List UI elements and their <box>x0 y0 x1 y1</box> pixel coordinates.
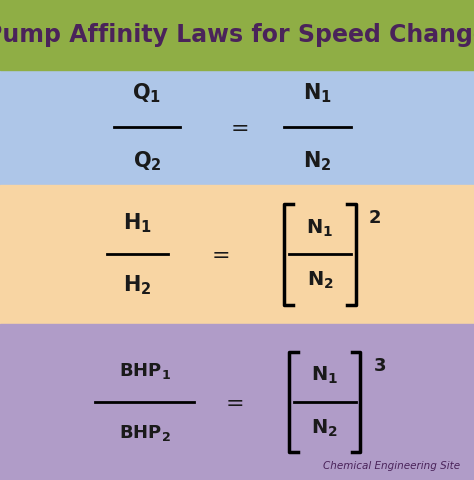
Text: $\mathbf{2}$: $\mathbf{2}$ <box>368 209 381 228</box>
Text: Pump Affinity Laws for Speed Change: Pump Affinity Laws for Speed Change <box>0 23 474 47</box>
Text: $\mathbf{BHP_1}$: $\mathbf{BHP_1}$ <box>118 361 171 381</box>
Text: $\mathbf{N_1}$: $\mathbf{N_1}$ <box>303 82 332 106</box>
Text: $\mathbf{N_1}$: $\mathbf{N_1}$ <box>311 365 338 386</box>
Text: $=$: $=$ <box>207 244 229 264</box>
Text: $\mathbf{3}$: $\mathbf{3}$ <box>373 357 386 375</box>
Text: $=$: $=$ <box>221 392 244 412</box>
Text: $\mathbf{N_2}$: $\mathbf{N_2}$ <box>303 149 332 173</box>
Text: $\mathbf{BHP_2}$: $\mathbf{BHP_2}$ <box>118 423 171 443</box>
Text: $=$: $=$ <box>226 117 248 137</box>
Bar <box>0 0 474 70</box>
Text: $\mathbf{H_2}$: $\mathbf{H_2}$ <box>123 274 152 298</box>
Text: $\mathbf{H_1}$: $\mathbf{H_1}$ <box>123 211 152 235</box>
Bar <box>0 324 474 480</box>
Text: $\mathbf{N_1}$: $\mathbf{N_1}$ <box>306 217 334 239</box>
Bar <box>0 70 474 185</box>
Text: $\mathbf{N_2}$: $\mathbf{N_2}$ <box>311 418 338 439</box>
Text: $\mathbf{Q_2}$: $\mathbf{Q_2}$ <box>133 149 161 173</box>
Text: $\mathbf{Q_1}$: $\mathbf{Q_1}$ <box>132 82 162 106</box>
Text: $\mathbf{N_2}$: $\mathbf{N_2}$ <box>307 270 333 291</box>
Text: Chemical Engineering Site: Chemical Engineering Site <box>323 461 460 471</box>
Bar <box>0 185 474 324</box>
